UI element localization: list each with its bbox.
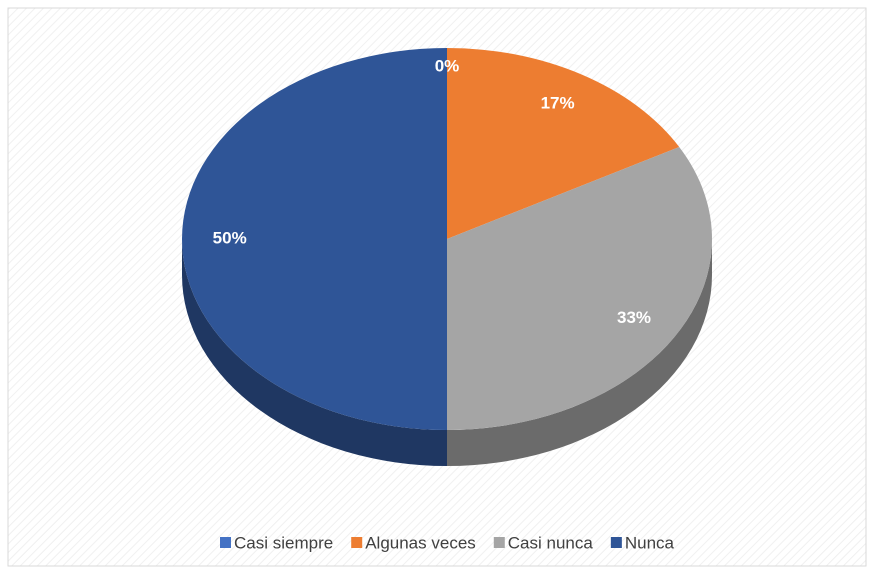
pie-tops (182, 48, 712, 430)
slice-side (182, 239, 447, 466)
legend-swatch (493, 537, 505, 548)
slice (447, 146, 712, 430)
data-label: 33% (617, 308, 651, 327)
data-label: 0% (435, 57, 460, 76)
legend-swatch (351, 537, 363, 548)
data-label: 17% (541, 94, 575, 113)
legend-label: Casi nunca (508, 533, 594, 552)
slice (182, 48, 447, 430)
legend: Casi siempre Algunas veces Casi nunca Nunca (220, 533, 675, 552)
slice (447, 48, 680, 239)
data-labels: 0% 17% 33% 50% (213, 57, 651, 328)
pie-sides (182, 239, 712, 466)
legend-label: Casi siempre (234, 533, 333, 552)
data-label: 50% (213, 228, 247, 247)
slice-side (447, 239, 712, 466)
legend-label: Algunas veces (365, 533, 476, 552)
legend-swatch (610, 537, 622, 548)
legend-label: Nunca (625, 533, 675, 552)
legend-swatch (220, 537, 232, 548)
